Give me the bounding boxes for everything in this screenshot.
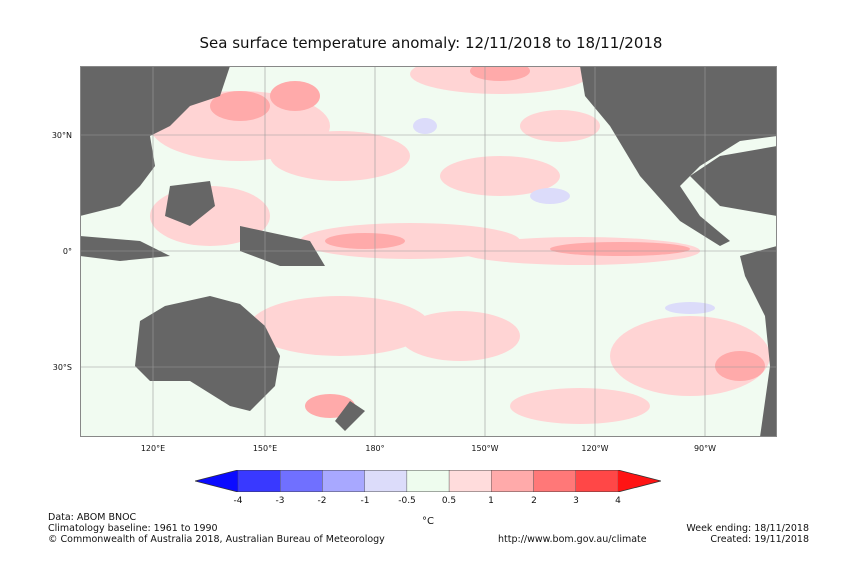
strong-warm-patches bbox=[210, 66, 765, 418]
lon-label-180: 180° bbox=[365, 444, 385, 453]
footer-dates: Week ending: 18/11/2018 Created: 19/11/2… bbox=[686, 523, 809, 545]
colorbar-segment bbox=[237, 470, 281, 492]
map-canvas bbox=[80, 66, 777, 437]
map-frame bbox=[80, 66, 777, 437]
colorbar-tick: -1 bbox=[360, 496, 370, 506]
lat-label-30n: 30°N bbox=[51, 131, 72, 140]
graticule bbox=[80, 66, 777, 437]
lat-label-equator: 0° bbox=[62, 247, 72, 256]
colorbar-segments bbox=[237, 470, 619, 492]
colorbar-segment bbox=[448, 470, 492, 492]
colorbar-segment bbox=[280, 470, 323, 492]
colorbar-segment bbox=[322, 470, 365, 492]
lon-label-120w: 120°W bbox=[581, 444, 609, 453]
colorbar-tick: 4 bbox=[615, 496, 621, 506]
map-title: Sea surface temperature anomaly: 12/11/2… bbox=[199, 34, 663, 52]
colorbar-tick: 2 bbox=[531, 496, 537, 506]
colorbar-tick: 3 bbox=[573, 496, 579, 506]
lon-label-150e: 150°E bbox=[252, 444, 278, 453]
land-masses bbox=[80, 66, 777, 437]
cool-anomaly-patches bbox=[413, 118, 715, 314]
sst-anomaly-map bbox=[80, 66, 777, 437]
colorbar-tick: 1 bbox=[488, 496, 494, 506]
colorbar-min-arrow bbox=[195, 470, 238, 492]
colorbar-segment bbox=[491, 470, 534, 492]
lat-label-30s: 30°S bbox=[52, 363, 72, 372]
colorbar-tick: -4 bbox=[233, 496, 243, 506]
colorbar-unit: °C bbox=[422, 516, 434, 527]
colorbar bbox=[195, 470, 661, 492]
data-source: Data: ABOM BNOC bbox=[48, 512, 137, 523]
colorbar-segment bbox=[533, 470, 576, 492]
colorbar-segment bbox=[364, 470, 408, 492]
colorbar-tick: 0.5 bbox=[441, 496, 457, 506]
footer-credits: Data: ABOM BNOC Climatology baseline: 19… bbox=[48, 512, 385, 545]
copyright-notice: © Commonwealth of Australia 2018, Austra… bbox=[48, 534, 385, 545]
lon-label-90w: 90°W bbox=[693, 444, 717, 453]
climatology-baseline: Climatology baseline: 1961 to 1990 bbox=[48, 523, 218, 534]
created-date: Created: 19/11/2018 bbox=[710, 534, 809, 545]
colorbar-tick: -2 bbox=[317, 496, 327, 506]
colorbar-tick: -0.5 bbox=[398, 496, 416, 506]
week-ending: Week ending: 18/11/2018 bbox=[686, 523, 809, 534]
source-url-link[interactable]: http://www.bom.gov.au/climate bbox=[498, 534, 647, 545]
lon-label-120e: 120°E bbox=[140, 444, 166, 453]
lon-label-150w: 150°W bbox=[471, 444, 499, 453]
colorbar-segment bbox=[575, 470, 619, 492]
colorbar-max-arrow bbox=[618, 470, 661, 492]
colorbar-tick: -3 bbox=[275, 496, 285, 506]
colorbar-segment bbox=[406, 470, 450, 492]
